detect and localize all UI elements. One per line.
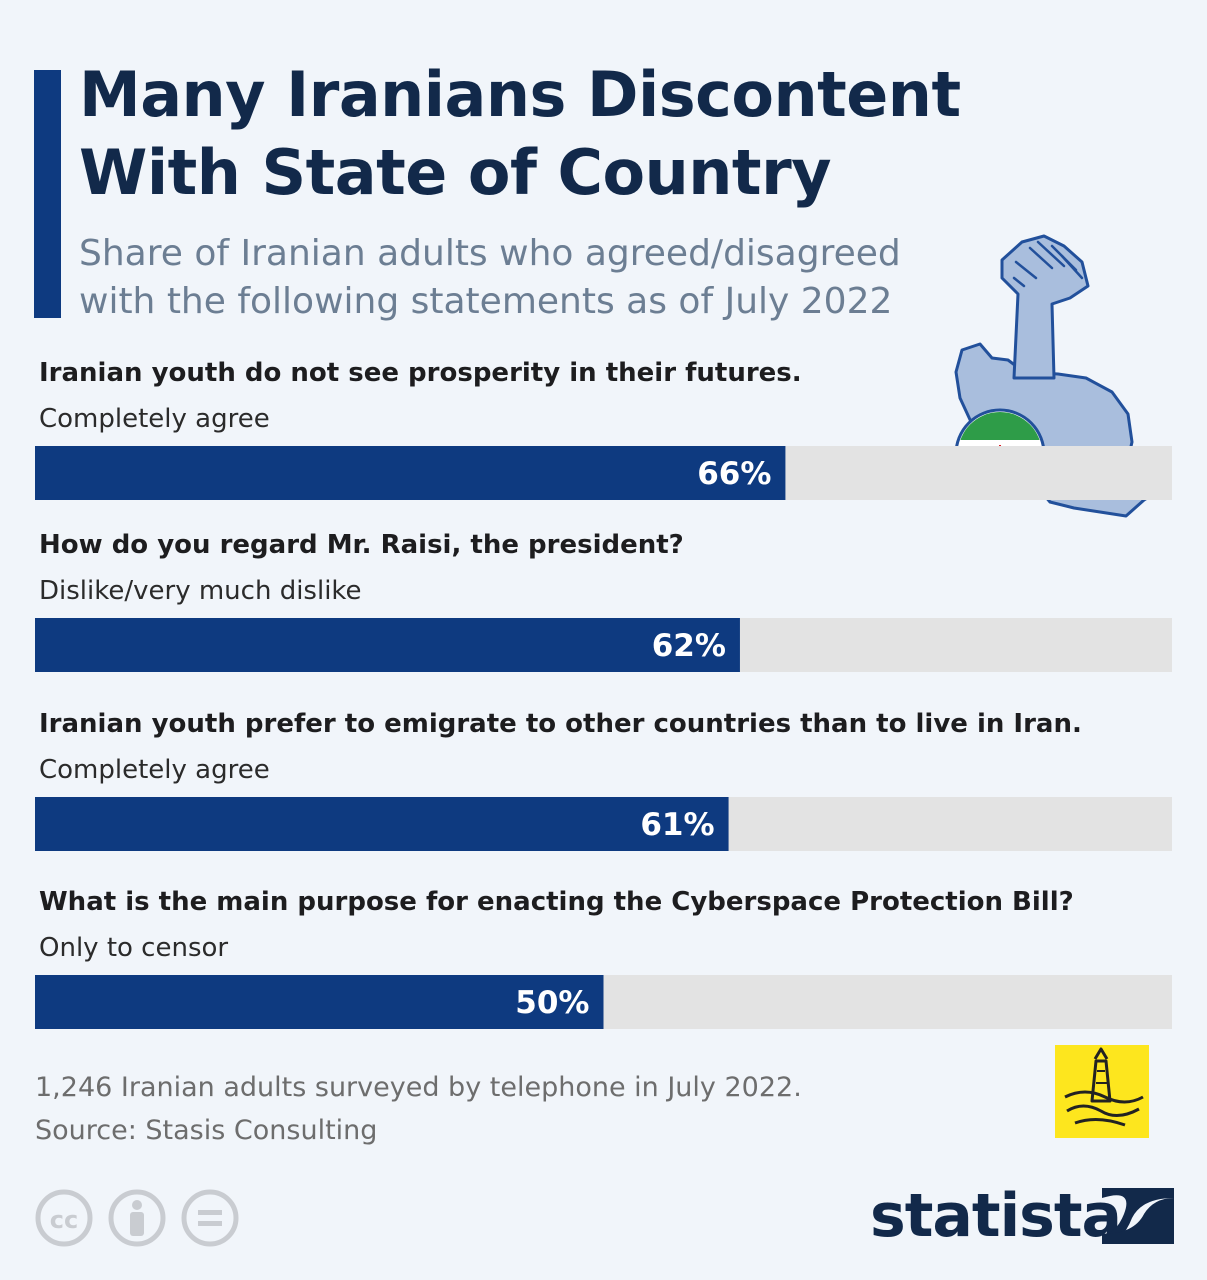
data-label: 50%	[515, 985, 589, 1021]
question-label: How do you regard Mr. Raisi, the preside…	[39, 530, 684, 560]
data-label: 62%	[652, 628, 726, 664]
bar	[35, 797, 729, 851]
license-icons: cc	[35, 1189, 239, 1247]
title-accent-bar	[34, 70, 61, 318]
question-label: Iranian youth do not see prosperity in t…	[39, 358, 802, 388]
chart-title: Many Iranians Discontent With State of C…	[79, 58, 961, 209]
bar-chart: Iranian youth do not see prosperity in t…	[35, 358, 1172, 1029]
answer-label: Dislike/very much dislike	[39, 576, 362, 606]
statista-mark-icon	[1102, 1188, 1174, 1244]
question-label: What is the main purpose for enacting th…	[39, 887, 1074, 917]
data-label: 61%	[640, 807, 714, 843]
answer-label: Only to censor	[39, 933, 228, 963]
no-derivatives-icon	[181, 1189, 239, 1247]
source-note: Source: Stasis Consulting	[35, 1115, 378, 1146]
statista-logo: statista	[870, 1180, 1175, 1252]
svg-text:cc: cc	[50, 1206, 78, 1234]
oil-news-badge	[1055, 1045, 1149, 1138]
statista-wordmark: statista	[870, 1181, 1122, 1251]
bar	[35, 975, 604, 1029]
cc-icon: cc	[35, 1189, 93, 1247]
survey-footnote: 1,246 Iranian adults surveyed by telepho…	[35, 1072, 802, 1103]
bar	[35, 446, 786, 500]
raised-fist-icon	[1000, 234, 1090, 380]
answer-label: Completely agree	[39, 404, 270, 434]
question-label: Iranian youth prefer to emigrate to othe…	[39, 709, 1082, 739]
bar	[35, 618, 740, 672]
answer-label: Completely agree	[39, 755, 270, 785]
attribution-icon	[108, 1189, 166, 1247]
chart-subtitle: Share of Iranian adults who agreed/disag…	[79, 233, 901, 322]
data-label: 66%	[697, 456, 771, 492]
oil-news-logo-icon	[1064, 1047, 1144, 1127]
